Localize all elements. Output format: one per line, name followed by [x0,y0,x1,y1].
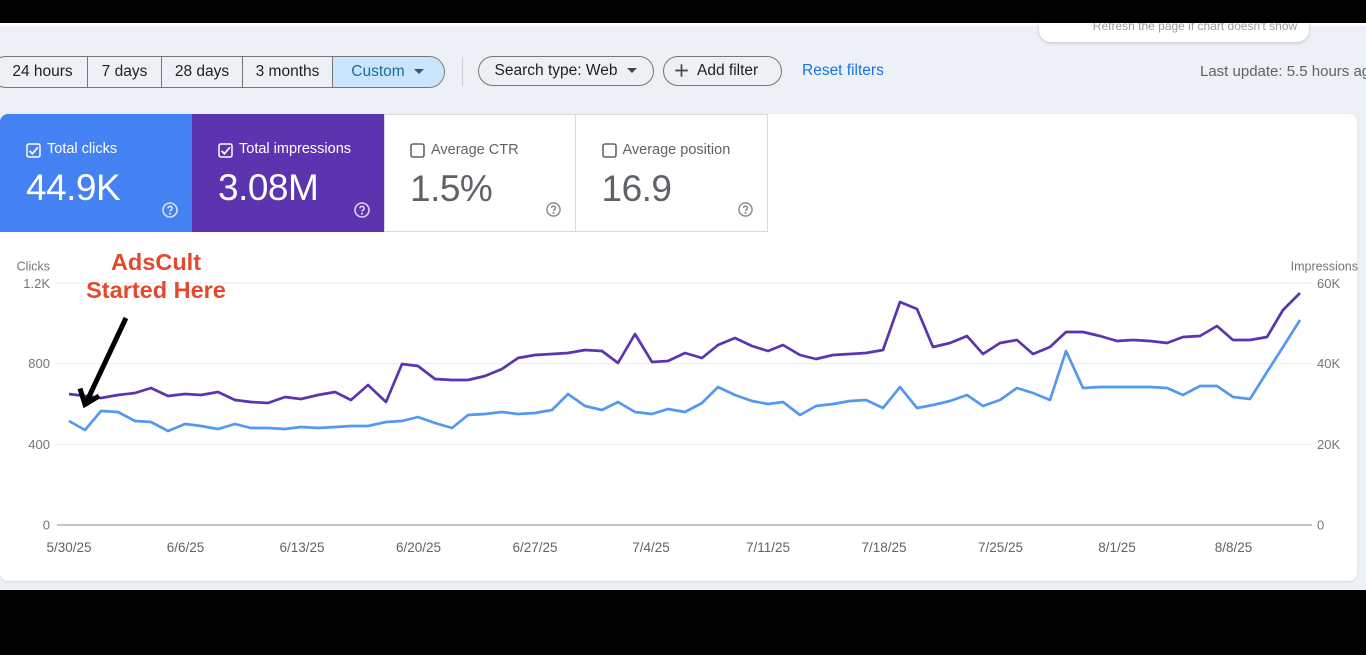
svg-text:6/6/25: 6/6/25 [167,540,205,555]
svg-text:20K: 20K [1317,437,1340,452]
svg-text:6/27/25: 6/27/25 [512,540,557,555]
svg-text:1.2K: 1.2K [23,276,50,291]
svg-text:800: 800 [28,356,50,371]
svg-text:Clicks: Clicks [17,260,50,274]
svg-text:7/4/25: 7/4/25 [632,540,670,555]
svg-text:Impressions: Impressions [1291,260,1358,274]
svg-text:6/13/25: 6/13/25 [279,540,324,555]
svg-text:8/1/25: 8/1/25 [1098,540,1136,555]
svg-text:0: 0 [43,518,50,533]
svg-text:0: 0 [1317,518,1324,533]
svg-text:6/20/25: 6/20/25 [396,540,441,555]
svg-text:400: 400 [28,437,50,452]
svg-text:40K: 40K [1317,356,1340,371]
svg-text:7/18/25: 7/18/25 [861,540,906,555]
svg-text:5/30/25: 5/30/25 [46,540,91,555]
svg-text:7/25/25: 7/25/25 [978,540,1023,555]
svg-text:8/8/25: 8/8/25 [1215,540,1253,555]
svg-text:60K: 60K [1317,276,1340,291]
svg-text:7/11/25: 7/11/25 [746,540,790,555]
